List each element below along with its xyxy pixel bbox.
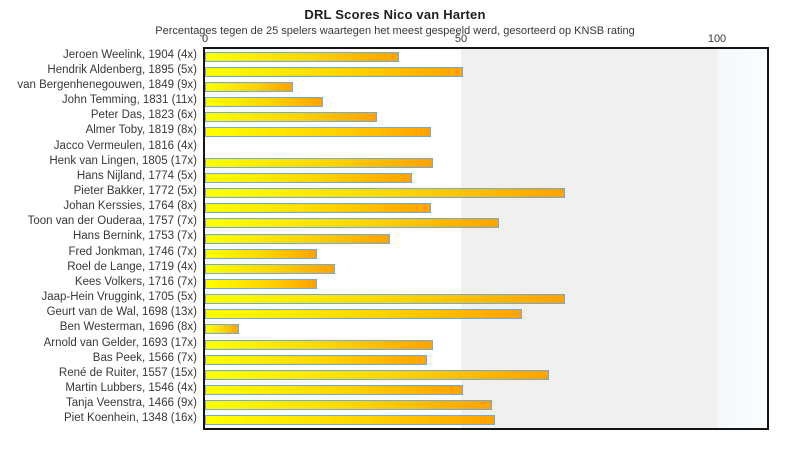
category-label: Kees Volkers, 1716 (7x): [74, 275, 197, 288]
bar: [205, 415, 496, 426]
category-label: Toon van der Ouderaa, 1757 (7x): [27, 215, 197, 228]
category-label: Pieter Bakker, 1772 (5x): [73, 185, 197, 198]
bar: [205, 203, 432, 214]
category-label: Piet Koenhein, 1348 (16x): [64, 412, 197, 425]
bar: [205, 172, 412, 183]
bar: [205, 233, 390, 244]
bar: [205, 112, 378, 123]
category-label: Tanja Veenstra, 1466 (9x): [65, 397, 197, 410]
category-label: Henk van Lingen, 1805 (17x): [49, 154, 197, 167]
category-label: Johan Kerssies, 1764 (8x): [63, 200, 197, 213]
bar: [205, 188, 566, 199]
category-label: Bas Peek, 1566 (7x): [92, 351, 197, 364]
category-label: Roel de Lange, 1719 (4x): [67, 260, 197, 273]
bar: [205, 127, 432, 138]
category-label: Fred Jonkman, 1746 (7x): [68, 245, 197, 258]
bar: [205, 278, 317, 289]
chart-title: DRL Scores Nico van Harten: [304, 7, 486, 22]
bar: [205, 263, 335, 274]
bar: [205, 400, 492, 411]
bar: [205, 218, 500, 229]
bar: [205, 385, 463, 396]
bar: [205, 97, 324, 108]
bar: [205, 248, 317, 259]
category-label: Jaap-Hein Vruggink, 1705 (5x): [41, 291, 197, 304]
chart-subtitle: Percentages tegen de 25 spelers waartege…: [155, 25, 635, 37]
plot-area: [203, 47, 769, 430]
x-tick-label: 0: [201, 33, 209, 45]
bar: [205, 157, 433, 168]
bar: [205, 339, 433, 350]
bar: [205, 81, 293, 92]
bar: [205, 66, 463, 77]
category-label: Hans Nijland, 1774 (5x): [76, 169, 197, 182]
category-label: Geurt van de Wal, 1698 (13x): [46, 306, 197, 319]
category-label: Peter Das, 1823 (6x): [90, 109, 197, 122]
category-label: John Temming, 1831 (11x): [61, 94, 197, 107]
bar: [205, 294, 566, 305]
bar: [205, 51, 399, 62]
category-label: Arnold van Gelder, 1693 (17x): [43, 336, 197, 349]
category-label: Martin Lubbers, 1546 (4x): [65, 382, 197, 395]
category-label: Hendrik Aldenberg, 1895 (5x): [47, 63, 197, 76]
bar: [205, 309, 522, 320]
bar: [205, 354, 427, 365]
x-tick-label: 50: [454, 33, 468, 45]
category-label: Jacco Vermeulen, 1816 (4x): [53, 139, 197, 152]
bar: [205, 369, 549, 380]
category-label: van Bergenhenegouwen, 1849 (9x): [17, 78, 197, 91]
category-label: Ben Westerman, 1696 (8x): [59, 321, 197, 334]
category-label: Jeroen Weelink, 1904 (4x): [62, 48, 197, 61]
x-tick-label: 100: [707, 33, 727, 45]
bar: [205, 324, 240, 335]
category-label: Hans Bernink, 1753 (7x): [72, 230, 197, 243]
category-label: René de Ruiter, 1557 (15x): [58, 366, 197, 379]
category-label: Almer Toby, 1819 (8x): [85, 124, 197, 137]
